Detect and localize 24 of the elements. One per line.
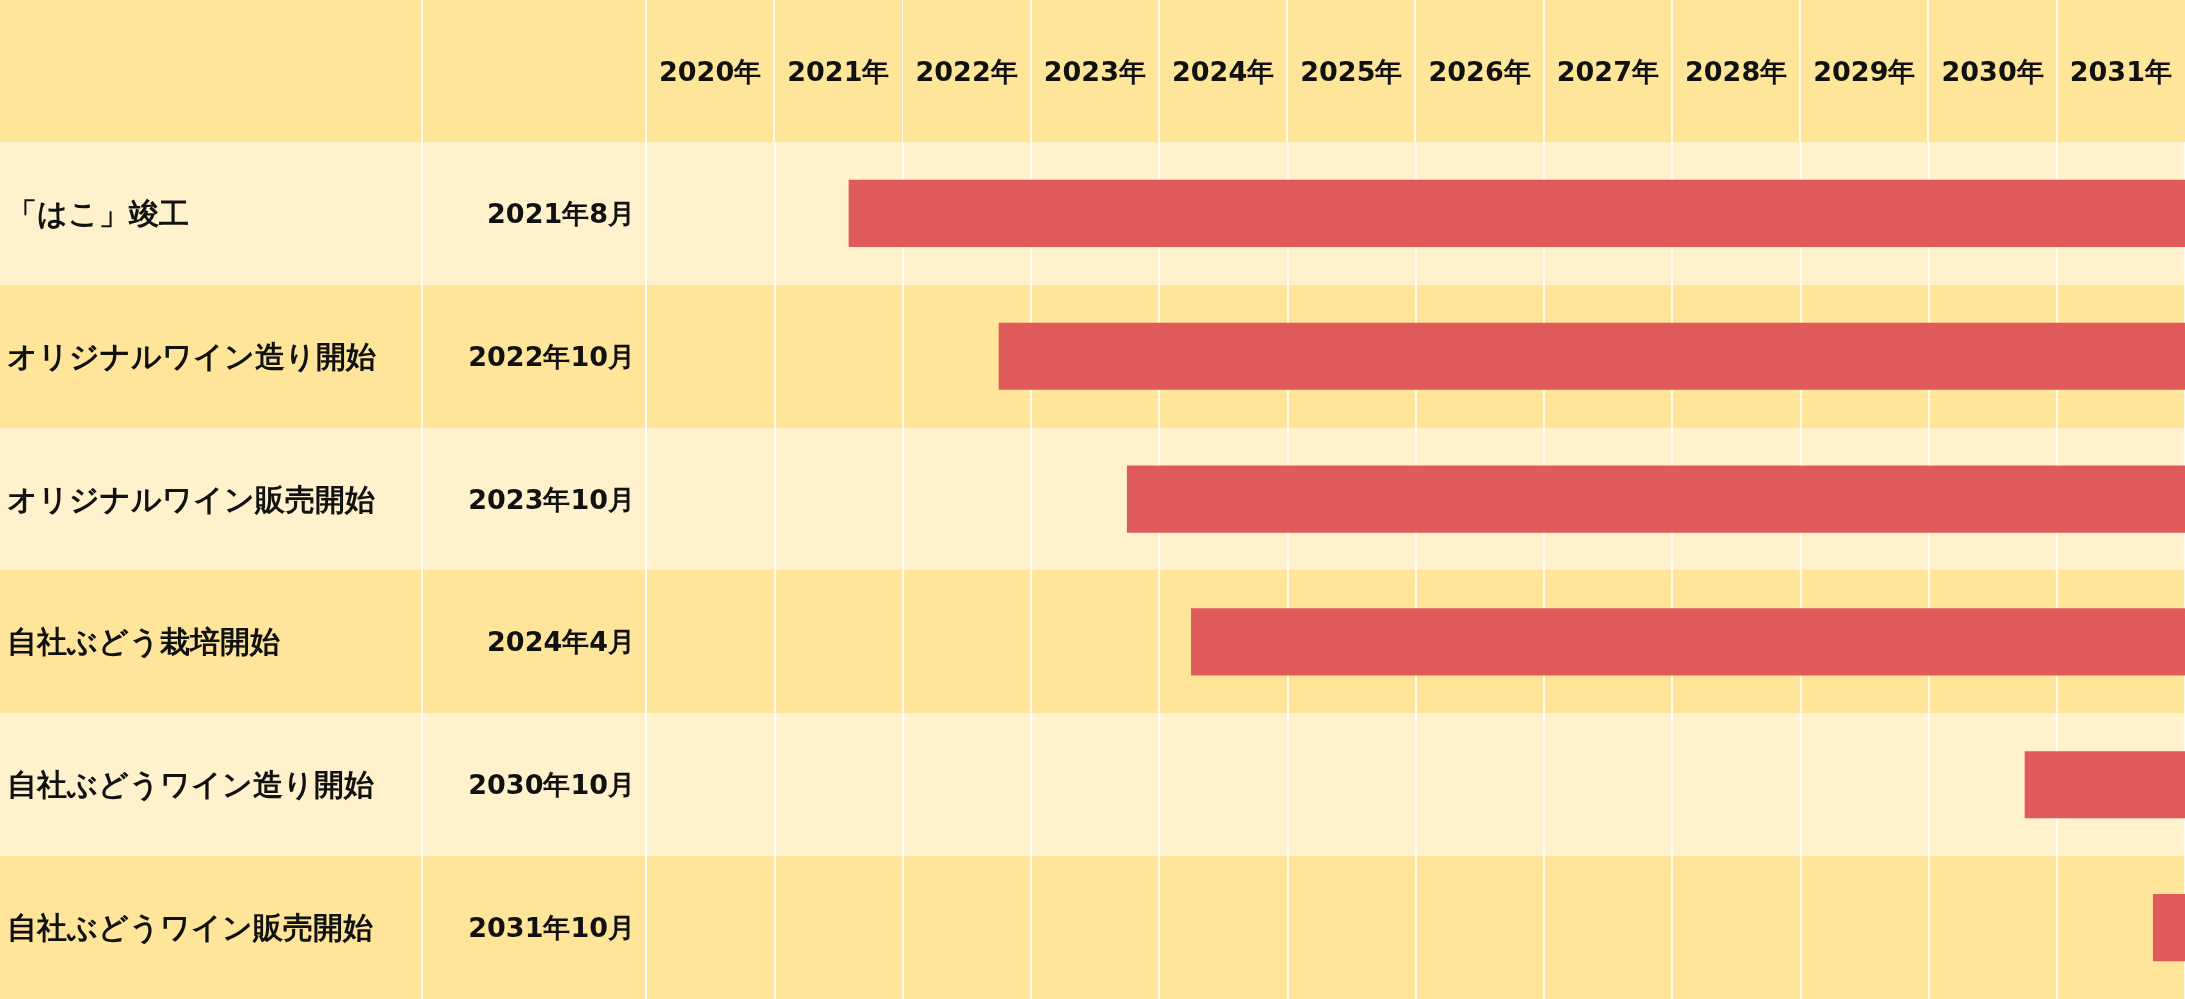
x-tick-label: 2024年 — [1172, 55, 1275, 87]
y-tick-label: オリジナルワイン造り開始 — [7, 338, 376, 374]
y2-tick-label: 2022年10月 — [468, 340, 635, 372]
x-tick-label: 2026年 — [1428, 55, 1531, 87]
y2-tick-label: 2030年10月 — [468, 769, 635, 801]
y-tick-label: オリジナルワイン販売開始 — [7, 481, 375, 517]
x-tick-label: 2031年 — [2069, 55, 2172, 87]
x-tick-label: 2029年 — [1813, 55, 1916, 87]
y2-tick-label: 2021年8月 — [487, 197, 635, 229]
x-tick-label: 2023年 — [1043, 55, 1146, 87]
x-tick-label: 2025年 — [1300, 55, 1403, 87]
x-tick-label: 2021年 — [787, 55, 890, 87]
x-tick-label: 2028年 — [1685, 55, 1788, 87]
x-tick-label: 2022年 — [915, 55, 1018, 87]
y-tick-label: 自社ぶどう栽培開始 — [7, 624, 280, 660]
x-tick-label: 2030年 — [1941, 55, 2044, 87]
y2-tick-label: 2024年4月 — [487, 626, 635, 658]
y-tick-label: 自社ぶどうワイン造り開始 — [7, 767, 374, 803]
y2-tick-label: 2023年10月 — [468, 483, 635, 515]
y-tick-label: 「はこ」竣工 — [7, 195, 189, 231]
x-tick-label: 2020年 — [659, 55, 762, 87]
y-tick-label: 自社ぶどうワイン販売開始 — [7, 910, 373, 946]
y2-tick-label: 2031年10月 — [468, 912, 635, 944]
x-tick-label: 2027年 — [1556, 55, 1659, 87]
